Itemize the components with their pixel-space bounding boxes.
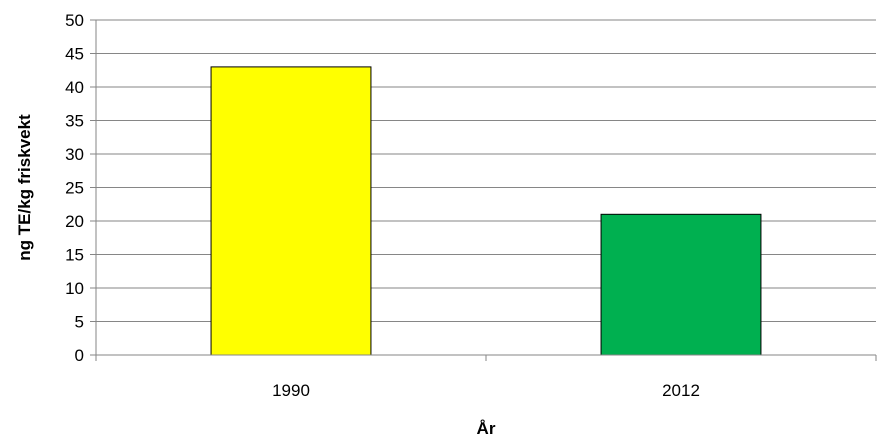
y-tick-label: 35 bbox=[65, 112, 84, 131]
x-axis-title: År bbox=[477, 419, 496, 438]
bar-1990 bbox=[210, 66, 372, 356]
y-tick-label: 45 bbox=[65, 45, 84, 64]
y-tick-label: 10 bbox=[65, 279, 84, 298]
y-tick-label: 20 bbox=[65, 212, 84, 231]
bar-2012 bbox=[600, 213, 762, 356]
y-tick-label: 15 bbox=[65, 246, 84, 265]
bars bbox=[210, 66, 762, 356]
y-tick-label: 0 bbox=[75, 346, 84, 365]
y-tick-label: 5 bbox=[75, 313, 84, 332]
y-tick-label: 30 bbox=[65, 145, 84, 164]
axes bbox=[90, 19, 877, 361]
y-tick-label: 50 bbox=[65, 11, 84, 30]
x-tick-label: 2012 bbox=[662, 381, 700, 400]
y-tick-labels: 0 5 10 15 20 25 30 35 40 45 50 bbox=[65, 11, 84, 365]
y-tick-label: 40 bbox=[65, 78, 84, 97]
x-tick-label: 1990 bbox=[272, 381, 310, 400]
y-tick-label: 25 bbox=[65, 179, 84, 198]
y-axis-title: ng TE/kg friskvekt bbox=[15, 114, 34, 261]
x-tick-labels: 1990 2012 bbox=[272, 381, 700, 400]
